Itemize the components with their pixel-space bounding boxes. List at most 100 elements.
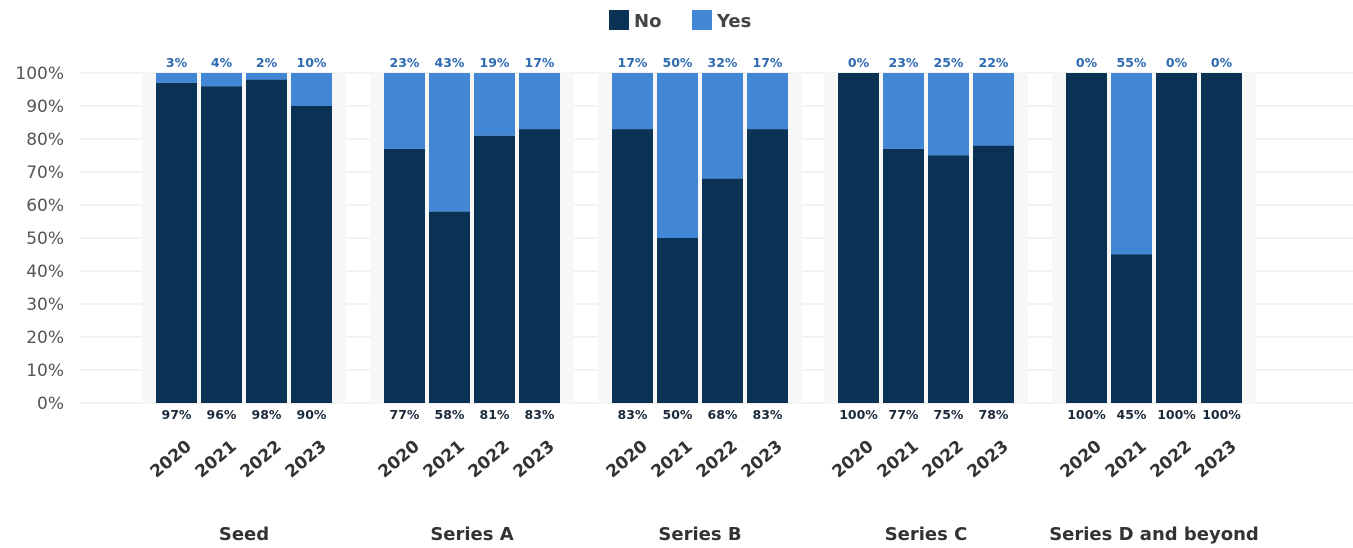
x-tick-label: 2021 <box>648 437 697 483</box>
data-label-yes: 0% <box>848 55 870 70</box>
group-label: Seed <box>219 524 269 545</box>
x-tick-label: 2022 <box>1147 437 1196 483</box>
bar-no <box>429 211 470 403</box>
bar-no <box>612 129 653 403</box>
bar-yes <box>747 73 788 130</box>
data-label-yes: 0% <box>1166 55 1188 70</box>
bar-yes <box>883 73 924 149</box>
data-label-no: 100% <box>1202 407 1241 422</box>
data-label-yes: 10% <box>297 55 327 70</box>
y-tick-label: 100% <box>15 64 64 84</box>
data-label-no: 50% <box>663 407 693 422</box>
data-label-yes: 22% <box>979 55 1009 70</box>
bar-no <box>973 145 1014 403</box>
group-label: Series B <box>658 524 741 545</box>
data-label-no: 97% <box>162 407 192 422</box>
data-label-yes: 32% <box>708 55 738 70</box>
bar-yes <box>474 73 515 136</box>
bar-no <box>1111 254 1152 403</box>
data-label-no: 100% <box>1067 407 1106 422</box>
bar-yes <box>612 73 653 130</box>
x-tick-label: 2020 <box>603 436 652 482</box>
bar-yes <box>973 73 1014 146</box>
bar-yes <box>928 73 969 156</box>
y-tick-label: 80% <box>26 130 64 150</box>
data-label-yes: 0% <box>1211 55 1233 70</box>
data-label-no: 98% <box>252 407 282 422</box>
y-tick-label: 50% <box>26 229 64 249</box>
x-tick-label: 2021 <box>192 437 241 483</box>
x-tick-label: 2023 <box>510 437 559 483</box>
bar-no <box>246 79 287 403</box>
bar-no <box>838 73 879 403</box>
x-tick-label: 2020 <box>375 436 424 482</box>
bar-yes <box>657 73 698 238</box>
data-label-yes: 0% <box>1076 55 1098 70</box>
bar-no <box>1066 73 1107 403</box>
bar-yes <box>201 73 242 87</box>
x-tick-label: 2021 <box>874 437 923 483</box>
bar-yes <box>246 73 287 80</box>
x-tick-label: 2020 <box>1057 436 1106 482</box>
bar-no <box>519 129 560 403</box>
bar-no <box>384 148 425 403</box>
y-tick-label: 70% <box>26 163 64 183</box>
bar-no <box>657 238 698 403</box>
bar-yes <box>702 73 743 179</box>
data-label-no: 83% <box>753 407 783 422</box>
y-tick-label: 0% <box>37 394 64 414</box>
legend-label-no: No <box>634 11 661 32</box>
data-label-yes: 50% <box>663 55 693 70</box>
x-tick-label: 2023 <box>282 437 331 483</box>
bar-yes <box>384 73 425 149</box>
data-label-no: 58% <box>435 407 465 422</box>
data-label-no: 96% <box>207 407 237 422</box>
bar-no <box>201 86 242 403</box>
data-label-yes: 43% <box>435 55 465 70</box>
group-label: Series D and beyond <box>1049 524 1259 545</box>
y-tick-label: 30% <box>26 295 64 315</box>
bar-no <box>747 129 788 403</box>
y-axis: 0% 10% 20% 30% 40% 50% 60% 70% 80% 90% 100% <box>15 64 64 414</box>
data-label-yes: 19% <box>480 55 510 70</box>
x-tick-label: 2023 <box>964 437 1013 483</box>
legend-label-yes: Yes <box>716 11 751 32</box>
y-tick-label: 90% <box>26 97 64 117</box>
x-tick-label: 2022 <box>693 437 742 483</box>
bar-no <box>702 178 743 403</box>
data-label-no: 78% <box>979 407 1009 422</box>
data-label-yes: 3% <box>166 55 188 70</box>
data-label-no: 83% <box>618 407 648 422</box>
bar-no <box>156 82 197 404</box>
data-label-yes: 2% <box>256 55 278 70</box>
data-label-yes: 55% <box>1117 55 1147 70</box>
bar-no <box>928 155 969 403</box>
data-label-yes: 17% <box>525 55 555 70</box>
data-label-no: 68% <box>708 407 738 422</box>
data-label-no: 100% <box>839 407 878 422</box>
bar-yes <box>519 73 560 130</box>
data-label-yes: 23% <box>889 55 919 70</box>
bar-yes <box>1111 73 1152 255</box>
x-tick-label: 2023 <box>738 437 787 483</box>
bar-no <box>474 135 515 403</box>
bar-no <box>1201 73 1242 403</box>
data-label-yes: 17% <box>753 55 783 70</box>
x-tick-label: 2023 <box>1192 437 1241 483</box>
y-tick-label: 20% <box>26 328 64 348</box>
x-tick-label: 2022 <box>465 437 514 483</box>
bar-yes <box>291 73 332 106</box>
y-tick-label: 10% <box>26 361 64 381</box>
legend-swatch-yes <box>692 10 712 30</box>
x-tick-label: 2022 <box>919 437 968 483</box>
data-label-no: 81% <box>480 407 510 422</box>
x-tick-label: 2020 <box>147 436 196 482</box>
group-label: Series A <box>430 524 513 545</box>
legend: No Yes <box>609 10 751 32</box>
legend-swatch-no <box>609 10 629 30</box>
bar-yes <box>156 73 197 83</box>
data-label-no: 83% <box>525 407 555 422</box>
data-label-yes: 4% <box>211 55 233 70</box>
x-axis: 2020202120222023Seed2020202120222023Seri… <box>147 436 1259 545</box>
